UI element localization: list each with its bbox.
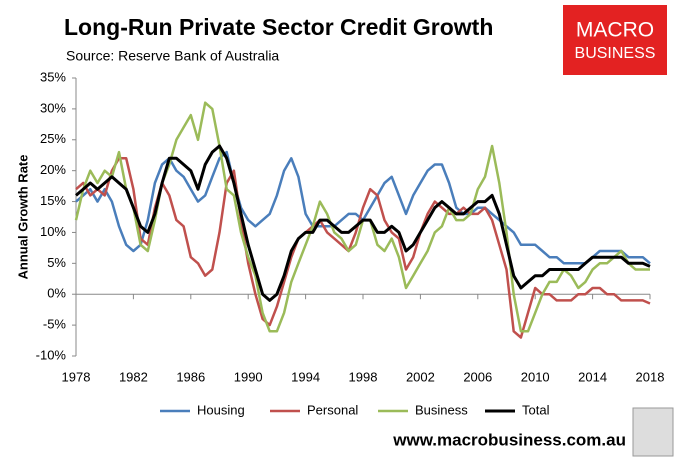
chart-title: Long-Run Private Sector Credit Growth [64, 14, 493, 40]
y-tick-label: 30% [40, 100, 66, 115]
y-tick-label: 0% [47, 286, 66, 301]
x-tick-label: 1998 [349, 369, 378, 384]
y-tick-label: 15% [40, 193, 66, 208]
legend-label: Total [522, 402, 550, 417]
x-tick-label: 2002 [406, 369, 435, 384]
y-tick-label: 5% [47, 255, 66, 270]
x-tick-label: 2010 [521, 369, 550, 384]
x-tick-label: 2006 [463, 369, 492, 384]
legend-label: Business [415, 402, 468, 417]
series-line [75, 144, 651, 302]
x-tick-label: 1982 [119, 369, 148, 384]
x-tick-label: 2014 [578, 369, 607, 384]
legend-label: Personal [307, 402, 358, 417]
legend-label: Housing [197, 402, 245, 417]
chart-subtitle: Source: Reserve Bank of Australia [66, 48, 279, 64]
logo-text: MACRO [576, 19, 654, 42]
x-tick-label: 2018 [636, 369, 665, 384]
y-tick-label: -5% [43, 317, 67, 332]
y-tick-label: 20% [40, 162, 66, 177]
y-tick-label: 35% [40, 69, 66, 84]
logo-icon [632, 407, 674, 457]
logo-text: BUSINESS [575, 45, 656, 62]
x-tick-label: 1978 [62, 369, 91, 384]
y-axis-label: Annual Growth Rate [15, 155, 30, 280]
x-tick-label: 1986 [176, 369, 205, 384]
x-tick-label: 1994 [291, 369, 320, 384]
series-line [75, 157, 651, 339]
website: www.macrobusiness.com.au [392, 430, 626, 449]
logo [563, 5, 667, 75]
y-tick-label: -10% [36, 347, 67, 362]
y-tick-label: 10% [40, 224, 66, 239]
x-tick-label: 1990 [234, 369, 263, 384]
y-tick-label: 25% [40, 131, 66, 146]
